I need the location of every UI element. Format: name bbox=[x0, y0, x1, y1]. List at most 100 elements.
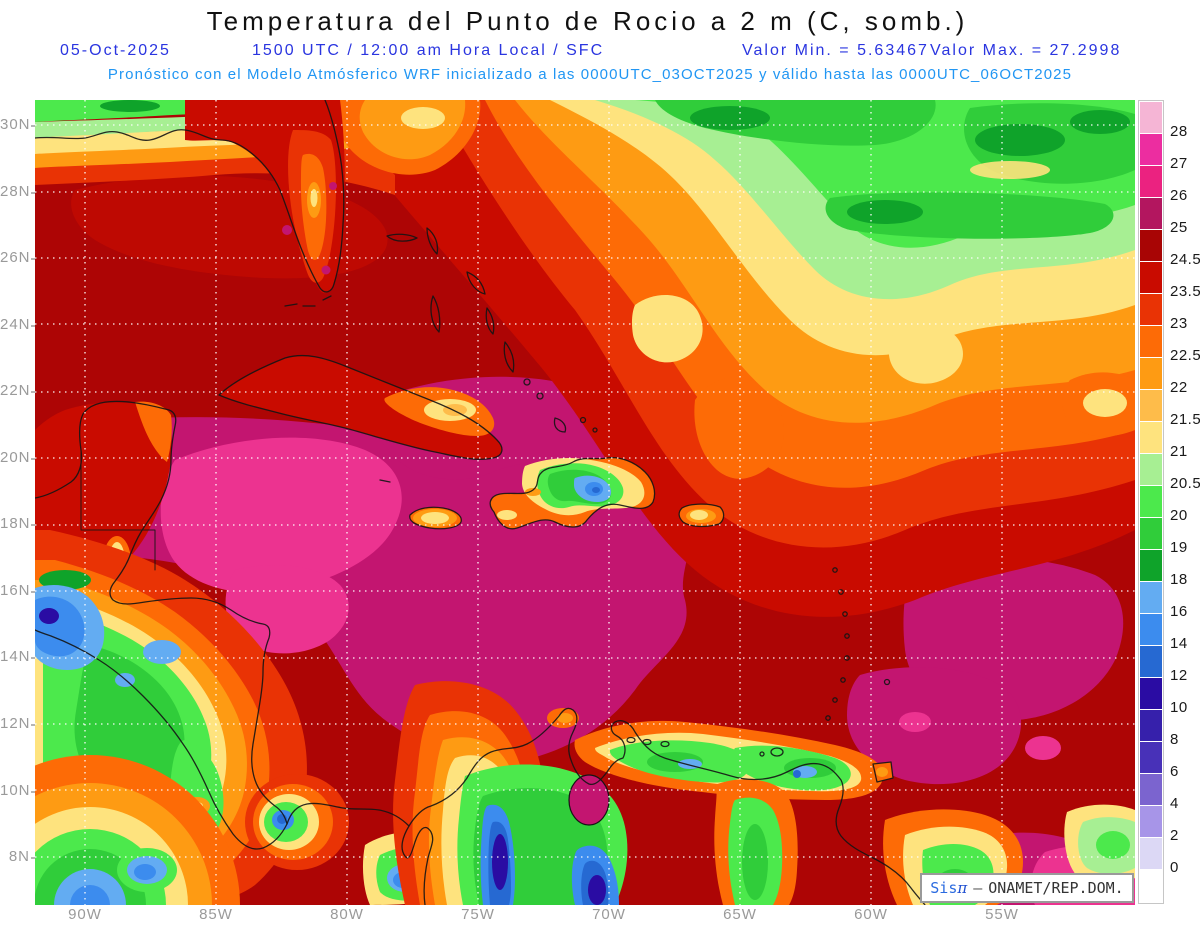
colorbar-label: 6 bbox=[1170, 763, 1179, 780]
yucatan-central-america-coastline bbox=[34, 400, 410, 827]
hispaniola-coastline bbox=[489, 456, 656, 530]
colorbar-label: 22.5 bbox=[1170, 347, 1200, 364]
colorbar-label: 18 bbox=[1170, 571, 1188, 588]
field-trinidad bbox=[873, 762, 893, 782]
gulf-coast-florida-coastline bbox=[34, 99, 345, 293]
colorbar-cell bbox=[1140, 358, 1162, 389]
dewpoint-map-svg bbox=[0, 99, 1135, 927]
colorbar-cell bbox=[1140, 710, 1162, 741]
valid-time: 1500 UTC / 12:00 am Hora Local / SFC bbox=[252, 42, 605, 59]
value-min: Valor Min. = 5.63467 bbox=[742, 42, 929, 59]
colorbar-cell bbox=[1140, 294, 1162, 325]
field-venezuela bbox=[574, 720, 884, 905]
pi-icon: π bbox=[957, 879, 968, 897]
colorbar-cell bbox=[1140, 742, 1162, 773]
lat-tick bbox=[31, 457, 35, 460]
lon-label: 80W bbox=[330, 906, 364, 923]
colorbar-label: 27 bbox=[1170, 155, 1188, 172]
colorbar-cell bbox=[1140, 166, 1162, 197]
field-jamaica bbox=[409, 507, 462, 529]
puerto-rico-coastline bbox=[678, 503, 725, 528]
field-pacific-corner bbox=[0, 755, 240, 927]
lat-label: 20N bbox=[0, 448, 31, 466]
florida-keys bbox=[284, 295, 332, 307]
lon-label: 90W bbox=[68, 906, 102, 923]
lat-tick bbox=[31, 258, 35, 261]
colorbar-label: 26 bbox=[1170, 187, 1188, 204]
colorbar-label: 19 bbox=[1170, 539, 1188, 556]
valid-date: 05-Oct-2025 bbox=[60, 42, 171, 59]
colorbar-cell bbox=[1140, 806, 1162, 837]
cayman bbox=[379, 479, 391, 483]
guatemala-borders bbox=[80, 449, 156, 571]
colorbar-label: 28 bbox=[1170, 123, 1188, 140]
lon-label: 70W bbox=[592, 906, 626, 923]
trinidad-coastline bbox=[872, 761, 894, 783]
colorbar-label: 2 bbox=[1170, 827, 1179, 844]
lat-label: 10N bbox=[0, 781, 31, 799]
colorbar-cell bbox=[1140, 390, 1162, 421]
lat-label: 12N bbox=[0, 714, 31, 732]
colorbar-label: 14 bbox=[1170, 635, 1188, 652]
colorbar-cell bbox=[1140, 774, 1162, 805]
colorbar-cell bbox=[1140, 262, 1162, 293]
watermark-separator: – bbox=[973, 879, 983, 897]
colorbar-cell bbox=[1140, 198, 1162, 229]
watermark-brand: Sis bbox=[930, 879, 958, 897]
lat-label: 26N bbox=[0, 249, 31, 267]
value-max: Valor Max. = 27.2998 bbox=[930, 42, 1122, 59]
colorbar-label: 4 bbox=[1170, 795, 1179, 812]
lat-label: 30N bbox=[0, 116, 31, 133]
colorbar-cell bbox=[1140, 550, 1162, 581]
lat-label: 14N bbox=[0, 648, 31, 666]
colorbar-label: 0 bbox=[1170, 859, 1179, 876]
field-hispaniola bbox=[490, 457, 655, 529]
lat-tick bbox=[31, 857, 35, 860]
lat-tick bbox=[31, 191, 35, 194]
grid-lines bbox=[35, 100, 1135, 905]
lon-label: 75W bbox=[461, 906, 495, 923]
colorbar-cell bbox=[1140, 486, 1162, 517]
lat-label: 24N bbox=[0, 315, 31, 333]
field-puerto-rico bbox=[679, 504, 724, 527]
south-america-coastline bbox=[401, 707, 926, 906]
colorbar-label: 23 bbox=[1170, 315, 1188, 332]
colorbar-label: 16 bbox=[1170, 603, 1188, 620]
cuba-coastline bbox=[218, 354, 503, 460]
lon-label: 55W bbox=[985, 906, 1019, 923]
colorbar-label: 12 bbox=[1170, 667, 1188, 684]
lat-label: 8N bbox=[8, 848, 30, 866]
lat-tick bbox=[31, 657, 35, 660]
colorbar-cell bbox=[1140, 518, 1162, 549]
pacific-coastline bbox=[34, 629, 288, 850]
colorbar-cell bbox=[1140, 134, 1162, 165]
colorbar-cell bbox=[1140, 678, 1162, 709]
colorbar-cell bbox=[1140, 646, 1162, 677]
colorbar-label: 23.5 bbox=[1170, 283, 1200, 300]
watermark-box: Sis π – ONAMET/REP.DOM. bbox=[920, 873, 1134, 903]
lon-label: 85W bbox=[199, 906, 233, 923]
jamaica-coastline bbox=[409, 506, 462, 530]
page-title: Temperatura del Punto de Rocio a 2 m (C,… bbox=[206, 6, 969, 36]
lat-tick bbox=[31, 125, 35, 127]
colorbar-cell bbox=[1140, 102, 1162, 133]
lat-tick bbox=[31, 524, 35, 527]
colorbar-label: 10 bbox=[1170, 699, 1188, 716]
lat-tick bbox=[31, 590, 35, 593]
field-dry-air-bands bbox=[365, 100, 1135, 617]
colorbar-cell bbox=[1140, 582, 1162, 613]
lat-tick bbox=[31, 723, 35, 726]
lat-label: 22N bbox=[0, 382, 31, 400]
colorbar-label: 21 bbox=[1170, 443, 1188, 460]
colorbar-cell bbox=[1140, 230, 1162, 261]
map-area bbox=[0, 99, 1135, 927]
colorbar-cell bbox=[1140, 614, 1162, 645]
watermark-source: ONAMET/REP.DOM. bbox=[988, 879, 1124, 897]
lon-label: 60W bbox=[854, 906, 888, 923]
colorbar-cell bbox=[1140, 870, 1162, 901]
model-init-line: Pronóstico con el Modelo Atmósferico WRF… bbox=[107, 66, 1073, 83]
lat-tick bbox=[31, 790, 35, 793]
colorbar bbox=[1138, 100, 1164, 904]
lat-tick bbox=[31, 391, 35, 394]
